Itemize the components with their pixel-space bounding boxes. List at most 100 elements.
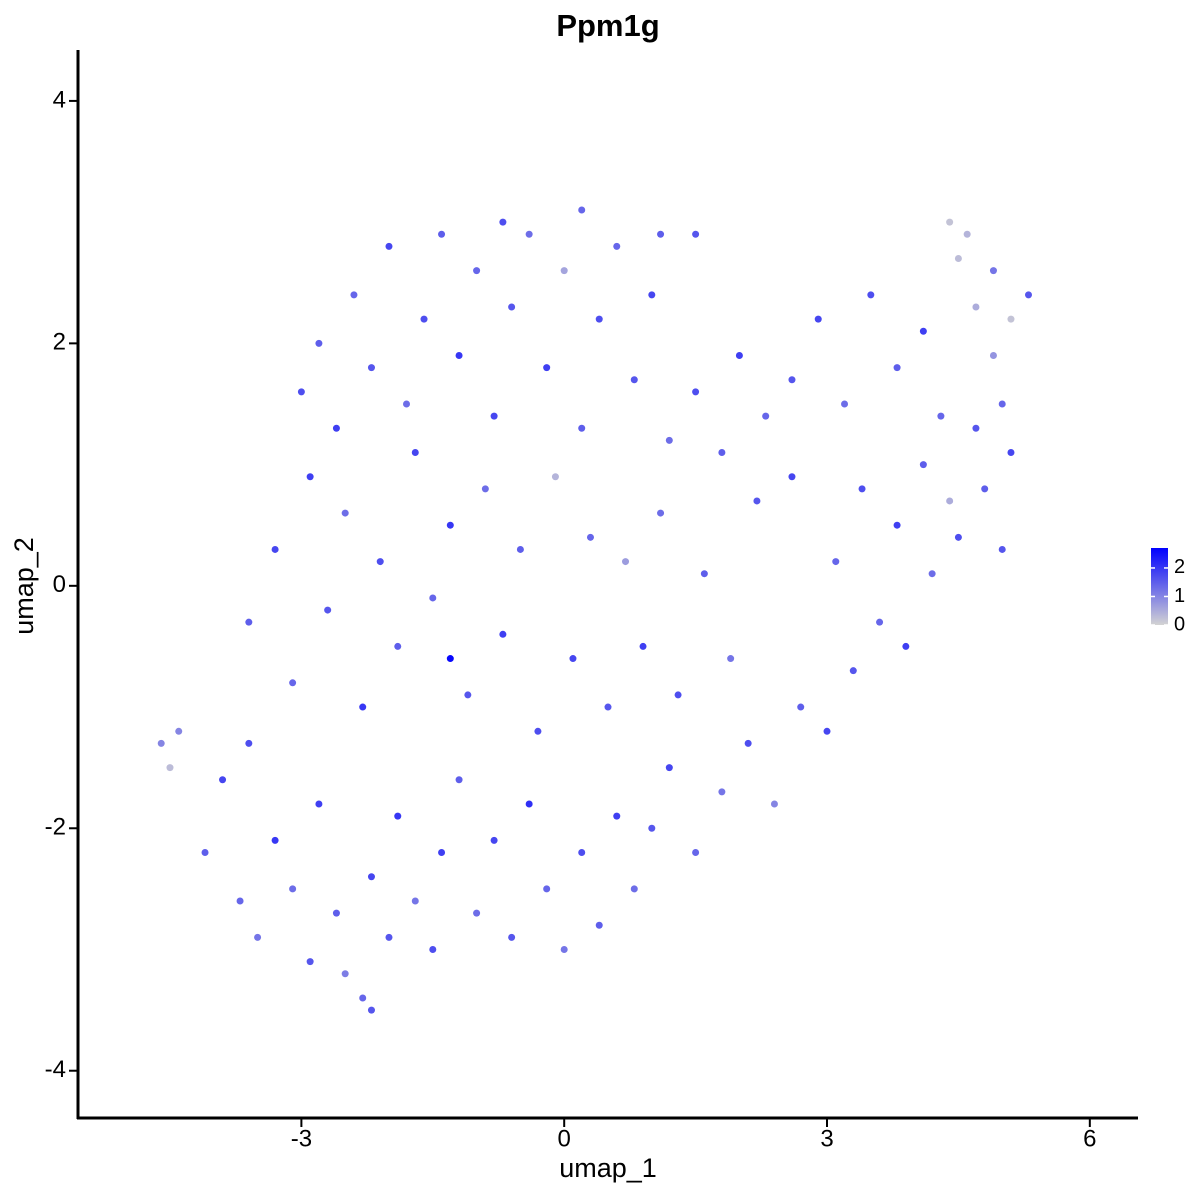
point xyxy=(534,727,542,735)
point xyxy=(289,885,297,893)
point xyxy=(385,242,393,250)
point xyxy=(665,764,673,772)
point xyxy=(700,570,708,578)
point xyxy=(893,521,901,529)
point xyxy=(876,618,884,626)
x-tick-label: 0 xyxy=(558,1125,571,1152)
point xyxy=(858,485,866,493)
point xyxy=(692,230,700,238)
point xyxy=(665,436,673,444)
point xyxy=(946,497,954,505)
point xyxy=(989,351,997,359)
point xyxy=(937,412,945,420)
point xyxy=(525,230,533,238)
point xyxy=(446,655,454,663)
y-tick-label: 0 xyxy=(53,571,66,598)
point xyxy=(946,218,954,226)
point xyxy=(1024,291,1032,299)
point xyxy=(429,594,437,602)
y-tick-label: 2 xyxy=(53,329,66,356)
x-tick-label: -3 xyxy=(291,1125,312,1152)
point xyxy=(718,448,726,456)
point xyxy=(832,558,840,566)
point xyxy=(648,824,656,832)
point xyxy=(560,267,568,275)
point xyxy=(639,642,647,650)
point xyxy=(849,667,857,675)
point xyxy=(630,376,638,384)
point xyxy=(902,642,910,650)
point xyxy=(674,691,682,699)
x-tick-label: 6 xyxy=(1083,1125,1096,1152)
point xyxy=(350,291,358,299)
point xyxy=(954,533,962,541)
point xyxy=(867,291,875,299)
point xyxy=(972,424,980,432)
point xyxy=(297,388,305,396)
point xyxy=(341,970,349,978)
point xyxy=(499,218,507,226)
point xyxy=(727,655,735,663)
point xyxy=(525,800,533,808)
point xyxy=(788,473,796,481)
point xyxy=(359,994,367,1002)
point xyxy=(998,545,1006,553)
point xyxy=(394,642,402,650)
point xyxy=(1007,315,1015,323)
point xyxy=(981,485,989,493)
point xyxy=(718,788,726,796)
point xyxy=(797,703,805,711)
colorbar-tick-label: 2 xyxy=(1174,556,1185,578)
point xyxy=(332,909,340,917)
point xyxy=(271,836,279,844)
point xyxy=(613,812,621,820)
point xyxy=(236,897,244,905)
point xyxy=(157,739,165,747)
point xyxy=(508,303,516,311)
point xyxy=(403,400,411,408)
y-tick-label: 4 xyxy=(53,86,66,113)
point xyxy=(788,376,796,384)
point xyxy=(367,873,375,881)
point xyxy=(770,800,778,808)
point xyxy=(499,630,507,638)
point xyxy=(245,739,253,747)
point xyxy=(893,364,901,372)
point xyxy=(438,230,446,238)
point xyxy=(420,315,428,323)
point xyxy=(394,812,402,820)
point xyxy=(446,521,454,529)
point xyxy=(166,764,174,772)
colorbar-tick-label: 0 xyxy=(1174,613,1185,635)
point xyxy=(989,267,997,275)
point xyxy=(490,412,498,420)
point xyxy=(376,558,384,566)
point xyxy=(455,776,463,784)
point xyxy=(569,655,577,663)
point xyxy=(464,691,472,699)
point xyxy=(841,400,849,408)
point xyxy=(657,509,665,517)
point xyxy=(367,1006,375,1014)
x-axis-label: umap_1 xyxy=(559,1153,657,1183)
y-tick-label: -4 xyxy=(45,1056,66,1083)
point xyxy=(595,921,603,929)
colorbar xyxy=(1151,548,1168,625)
point xyxy=(481,485,489,493)
point xyxy=(411,897,419,905)
point xyxy=(341,509,349,517)
point xyxy=(455,351,463,359)
point xyxy=(254,933,262,941)
point xyxy=(175,727,183,735)
point xyxy=(245,618,253,626)
point xyxy=(306,473,314,481)
point xyxy=(630,885,638,893)
point xyxy=(271,545,279,553)
point xyxy=(753,497,761,505)
point xyxy=(508,933,516,941)
point xyxy=(578,849,586,857)
point xyxy=(543,364,551,372)
point xyxy=(543,885,551,893)
point xyxy=(332,424,340,432)
